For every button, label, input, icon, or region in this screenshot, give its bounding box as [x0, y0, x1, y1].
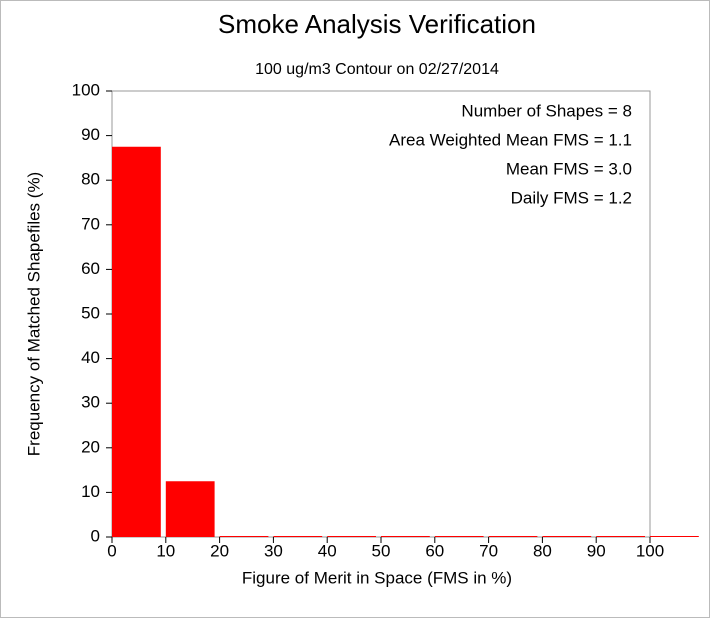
y-tick-label: 20 — [81, 437, 100, 456]
y-tick-label: 40 — [81, 348, 100, 367]
y-tick-label: 30 — [81, 393, 100, 412]
bar — [650, 536, 699, 537]
bar — [165, 481, 215, 537]
y-tick-label: 100 — [72, 80, 100, 99]
x-tick-label: 100 — [636, 541, 664, 560]
x-tick-label: 30 — [264, 541, 283, 560]
x-tick-label: 80 — [533, 541, 552, 560]
x-tick-label: 0 — [107, 541, 116, 560]
bar — [327, 536, 376, 537]
bar — [112, 146, 161, 537]
bar — [273, 536, 323, 537]
x-tick-label: 90 — [587, 541, 606, 560]
y-tick-label: 60 — [81, 259, 100, 278]
x-tick-label: 10 — [156, 541, 175, 560]
y-axis-label: Frequency of Matched Shapefiles (%) — [24, 172, 43, 456]
bar — [488, 536, 538, 537]
y-tick-label: 70 — [81, 214, 100, 233]
x-tick-label: 50 — [372, 541, 391, 560]
y-tick-label: 80 — [81, 170, 100, 189]
bar — [596, 536, 645, 537]
x-tick-label: 60 — [425, 541, 444, 560]
chart-subtitle: 100 ug/m3 Contour on 02/27/2014 — [255, 61, 499, 78]
x-axis-label: Figure of Merit in Space (FMS in %) — [242, 568, 512, 587]
stat-annotation: Daily FMS = 1.2 — [511, 188, 632, 207]
chart-title: Smoke Analysis Verification — [218, 9, 536, 39]
x-tick-label: 70 — [479, 541, 498, 560]
y-tick-label: 0 — [91, 526, 100, 545]
x-tick-label: 40 — [318, 541, 337, 560]
stat-annotation: Mean FMS = 3.0 — [506, 159, 632, 178]
stat-annotation: Number of Shapes = 8 — [461, 101, 632, 120]
y-tick-label: 50 — [81, 303, 100, 322]
stat-annotation: Area Weighted Mean FMS = 1.1 — [389, 130, 632, 149]
bar — [219, 536, 269, 537]
bar — [542, 536, 592, 537]
x-tick-label: 20 — [210, 541, 229, 560]
y-tick-label: 10 — [81, 482, 100, 501]
y-tick-label: 90 — [81, 125, 100, 144]
bar — [434, 536, 484, 537]
bar — [381, 536, 430, 537]
